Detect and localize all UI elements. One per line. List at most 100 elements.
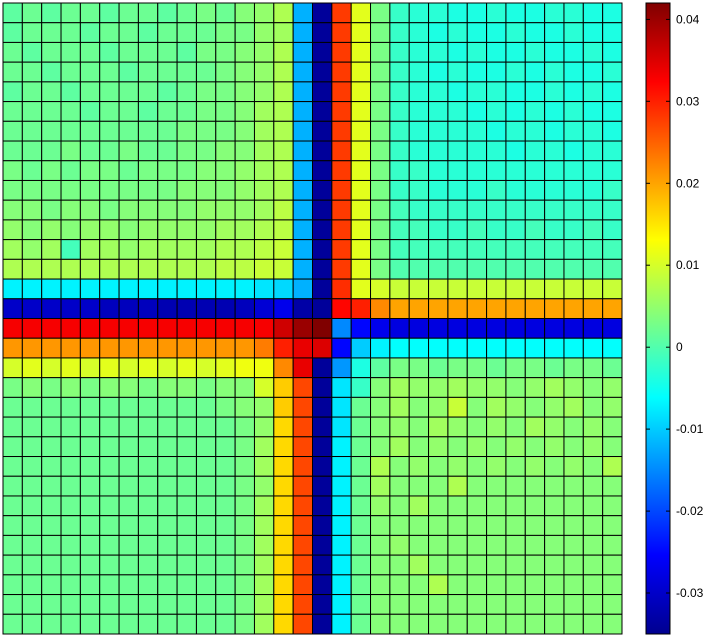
heatmap-cell <box>505 396 526 418</box>
heatmap-cell <box>428 554 449 576</box>
heatmap-cell <box>60 495 81 517</box>
heatmap-cell <box>428 2 449 24</box>
heatmap-cell <box>312 337 333 359</box>
heatmap-cell <box>312 436 333 458</box>
heatmap-cell <box>99 416 120 438</box>
heatmap-cell <box>215 219 236 241</box>
heatmap-cell <box>137 120 159 142</box>
heatmap-cell <box>524 574 546 596</box>
heatmap-cell <box>2 101 23 122</box>
heatmap-cell <box>312 594 333 615</box>
heatmap-cell <box>99 219 120 241</box>
heatmap-cell <box>331 160 352 181</box>
heatmap-cell <box>524 357 546 379</box>
heatmap-cell <box>176 534 197 556</box>
heatmap-cell <box>447 554 468 576</box>
heatmap-cell <box>447 101 468 122</box>
heatmap-cell <box>505 2 526 24</box>
heatmap-cell <box>563 298 584 319</box>
heatmap-cell <box>253 199 275 221</box>
heatmap-cell <box>524 179 546 201</box>
heatmap-cell <box>602 377 623 398</box>
heatmap-cell <box>350 22 372 43</box>
heatmap-cell <box>195 594 217 615</box>
heatmap-cell <box>60 2 81 24</box>
heatmap-cell <box>234 140 255 162</box>
heatmap-cell <box>195 337 217 359</box>
heatmap-cell <box>157 357 178 379</box>
heatmap-cell <box>292 416 314 438</box>
heatmap-cell <box>118 357 139 379</box>
heatmap-cell <box>215 396 236 418</box>
heatmap-cell <box>544 574 565 596</box>
heatmap-cell <box>486 594 507 615</box>
heatmap-cell <box>602 475 623 497</box>
heatmap-cell <box>428 160 449 181</box>
heatmap-cell <box>312 179 333 201</box>
heatmap-cell <box>60 278 81 300</box>
heatmap-cell <box>215 318 236 339</box>
heatmap-cell <box>331 357 352 379</box>
heatmap-cell <box>428 534 449 556</box>
heatmap-cell <box>292 594 314 615</box>
heatmap-cell <box>582 475 604 497</box>
heatmap-cell <box>350 495 372 517</box>
heatmap-cell <box>234 179 255 201</box>
heatmap-cell <box>21 337 43 359</box>
heatmap-cell <box>79 120 101 142</box>
heatmap-cell <box>2 61 23 83</box>
heatmap-cell <box>408 377 430 398</box>
heatmap-cell <box>582 101 604 122</box>
heatmap-cell <box>428 416 449 438</box>
heatmap-cell <box>582 377 604 398</box>
heatmap-cell <box>253 495 275 517</box>
heatmap-cell <box>118 179 139 201</box>
heatmap-cell <box>370 199 391 221</box>
heatmap-cell <box>389 357 410 379</box>
heatmap-cell <box>41 475 62 497</box>
heatmap-cell <box>524 337 546 359</box>
heatmap-cell <box>486 160 507 181</box>
heatmap-cell <box>524 81 546 103</box>
heatmap-cell <box>137 377 159 398</box>
colorbar-tick-label: 0 <box>676 340 683 354</box>
heatmap-cell <box>350 318 372 339</box>
heatmap-cell <box>602 298 623 319</box>
heatmap-cell <box>370 160 391 181</box>
heatmap-cell <box>408 318 430 339</box>
heatmap-cell <box>273 495 294 517</box>
heatmap-cell <box>486 22 507 43</box>
heatmap-cell <box>21 396 43 418</box>
heatmap-cell <box>21 120 43 142</box>
heatmap-cell <box>389 613 410 635</box>
heatmap-cell <box>292 574 314 596</box>
heatmap-cell <box>2 416 23 438</box>
heatmap-cell <box>408 22 430 43</box>
heatmap-cell <box>486 574 507 596</box>
heatmap-cell <box>544 318 565 339</box>
heatmap-cell <box>389 416 410 438</box>
heatmap-cell <box>176 515 197 536</box>
heatmap-cell <box>137 258 159 280</box>
heatmap-cell <box>370 258 391 280</box>
heatmap-cell <box>292 396 314 418</box>
colorbar-tick-label: -0.01 <box>676 422 704 436</box>
heatmap-cell <box>350 456 372 477</box>
heatmap-cell <box>447 534 468 556</box>
heatmap-cell <box>466 337 488 359</box>
heatmap-cell <box>60 554 81 576</box>
heatmap-cell <box>428 219 449 241</box>
heatmap-cell <box>582 61 604 83</box>
heatmap-cell <box>505 357 526 379</box>
heatmap-cell <box>137 278 159 300</box>
heatmap-cell <box>21 377 43 398</box>
heatmap-cell <box>118 199 139 221</box>
heatmap-cell <box>137 574 159 596</box>
heatmap-cell <box>408 101 430 122</box>
heatmap-cell <box>41 258 62 280</box>
heatmap-cell <box>195 120 217 142</box>
heatmap-cell <box>253 298 275 319</box>
heatmap-cell <box>273 61 294 83</box>
heatmap-cell <box>195 515 217 536</box>
heatmap-cell <box>331 219 352 241</box>
